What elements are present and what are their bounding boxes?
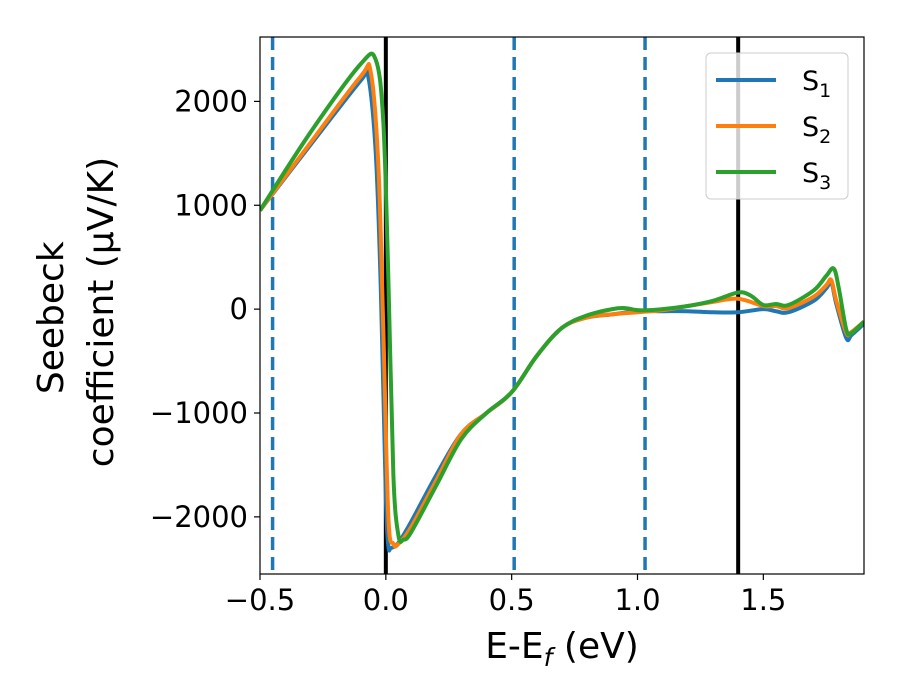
x-tick-label: 1.0 [614, 583, 660, 617]
y-tick-label: −2000 [150, 500, 248, 534]
x-tick-label: −0.5 [225, 583, 295, 617]
y-axis-title-line2: coefficient (μV/K) [81, 157, 122, 467]
legend-label-s1: S1 [802, 66, 831, 102]
legend-box [705, 52, 849, 200]
x-axis-title: E-Ef (eV) [485, 626, 639, 672]
x-tick-label: 0.5 [489, 583, 535, 617]
legend-label-s3: S3 [802, 158, 831, 194]
y-tick-label: 1000 [174, 188, 248, 222]
y-tick-label: 2000 [174, 84, 248, 118]
legend: S1 S2 S3 [705, 52, 849, 200]
x-tick-label: 0.0 [363, 583, 409, 617]
y-axis-ticks: −2000 −1000 0 1000 2000 [150, 84, 260, 534]
y-tick-label: 0 [230, 292, 248, 326]
y-axis-title: Seebeck coefficient (μV/K) [31, 157, 122, 467]
y-axis-title-line1: Seebeck [31, 241, 72, 394]
reference-lines [270, 37, 741, 574]
plot-frame [259, 36, 865, 575]
y-tick-label: −1000 [150, 396, 248, 430]
x-tick-label: 1.5 [740, 583, 786, 617]
x-axis-ticks: −0.5 0.0 0.5 1.0 1.5 [225, 574, 786, 617]
legend-label-s2: S2 [802, 112, 831, 148]
series-line-s3 [260, 51, 864, 544]
series-lines [260, 51, 864, 553]
